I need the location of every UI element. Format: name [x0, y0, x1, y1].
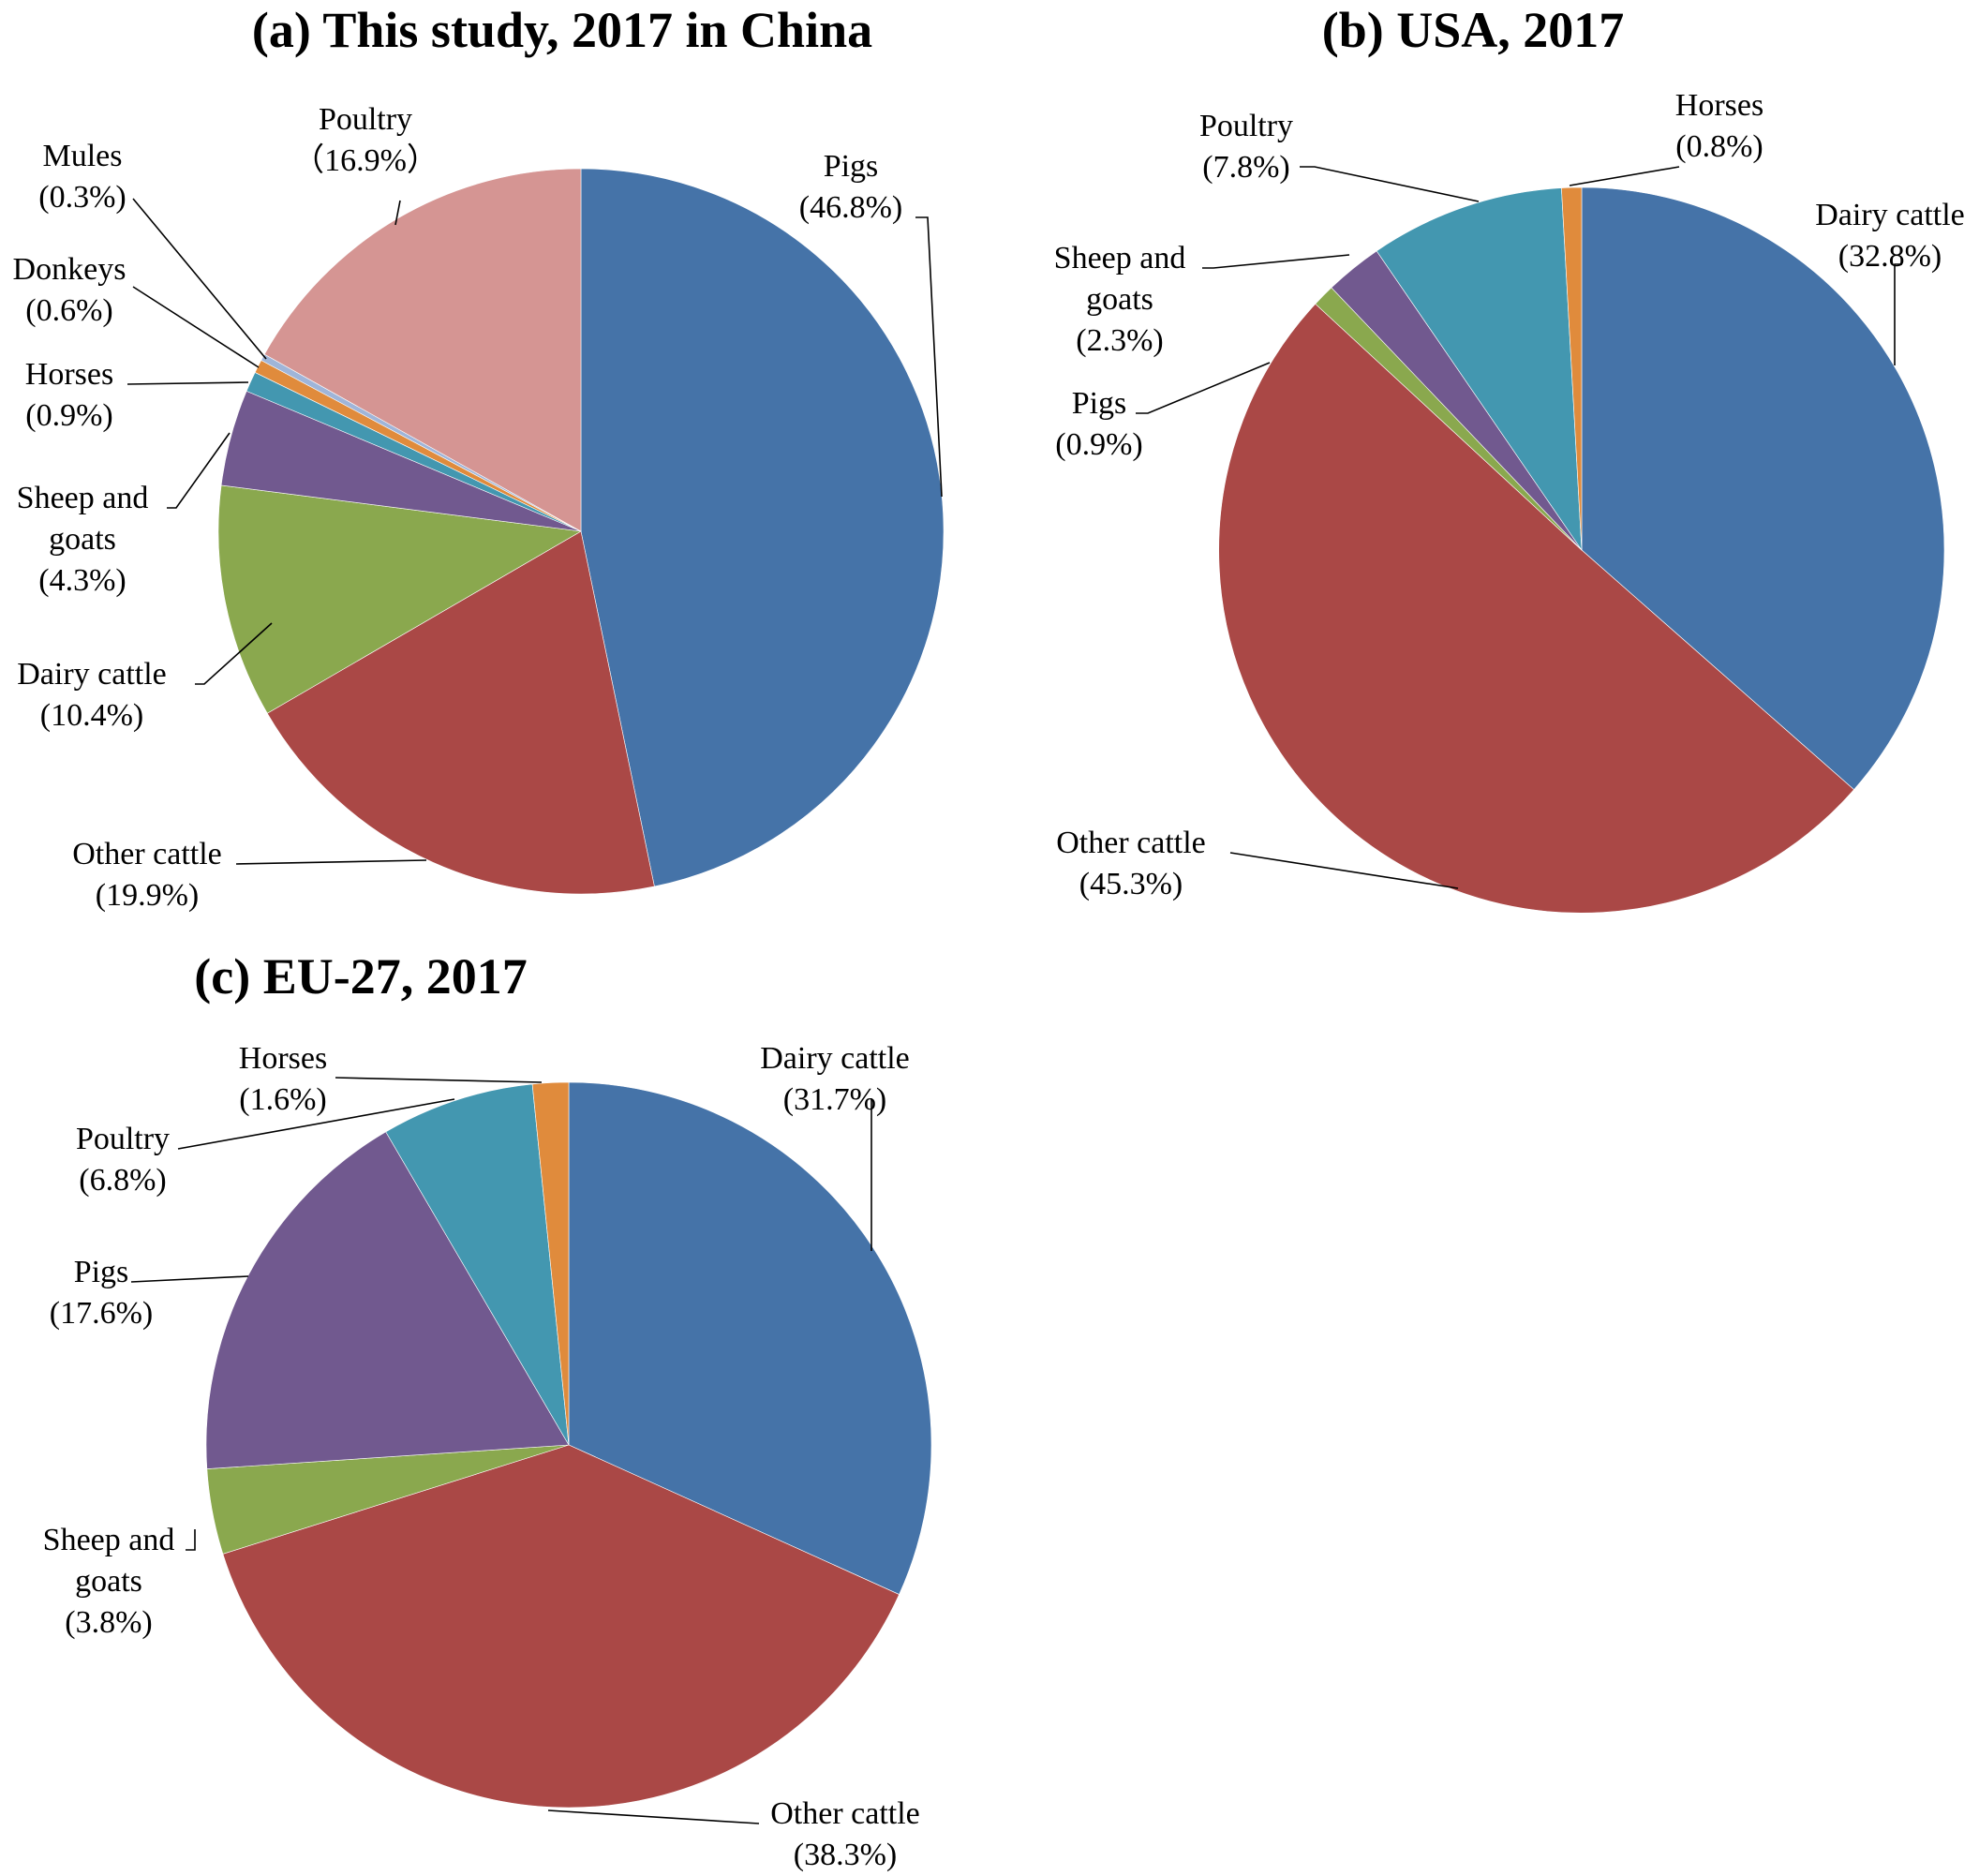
leader-line-b-poultry	[1300, 166, 1480, 202]
pie-slice-a-pigs	[580, 168, 945, 887]
slice-label-a-dairy-cattle: Dairy cattle	[17, 657, 167, 692]
leader-line-a-sheep-and-goats	[167, 432, 231, 509]
slice-value-a-sheep-and-goats: (4.3%)	[38, 563, 126, 598]
leader-line-a-pigs	[915, 216, 943, 498]
pie-slice-b-dairy-cattle	[1581, 186, 1945, 791]
slice-label-c-poultry: Poultry	[76, 1122, 170, 1156]
slice-label-a-sheep-and-goats: Sheep and goats	[17, 481, 149, 557]
leader-line-a-donkeys	[132, 286, 260, 368]
slice-value-b-horses: (0.8%)	[1675, 129, 1763, 164]
pie-slice-b-poultry	[1376, 187, 1583, 552]
chart-title-a: (a) This study, 2017 in China	[252, 2, 872, 58]
pie-slice-a-other-cattle	[266, 530, 655, 895]
slice-value-c-pigs: (17.6%)	[50, 1296, 153, 1331]
slice-label-c-horses: Horses	[239, 1041, 327, 1076]
slice-label-b-dairy-cattle: Dairy cattle	[1815, 198, 1965, 232]
leader-line-a-poultry	[394, 200, 401, 226]
pie-slice-b-other-cattle	[1218, 303, 1854, 914]
slice-label-b-sheep-and-goats: Sheep and goats	[1054, 241, 1186, 317]
slice-value-a-mules: (0.3%)	[38, 180, 126, 215]
slice-value-c-dairy-cattle: (31.7%)	[783, 1082, 886, 1117]
leader-line-a-horses	[126, 381, 249, 385]
pie-chart-b: (b) USA, 2017 Dairy cattle (32.8%) Other ca…	[1054, 2, 1965, 914]
slice-value-b-poultry: (7.8%)	[1202, 150, 1289, 185]
pie-slice-c-horses	[531, 1081, 570, 1446]
leader-line-c-sheep-and-goats	[186, 1529, 196, 1551]
slice-label-a-mules: Mules	[43, 139, 123, 173]
slice-value-a-pigs: (46.8%)	[799, 190, 902, 225]
slice-label-a-pigs: Pigs	[824, 149, 879, 184]
pie-slice-c-poultry	[385, 1083, 570, 1446]
leader-line-c-horses	[335, 1077, 543, 1083]
leader-line-c-pigs	[130, 1275, 249, 1283]
slice-value-b-sheep-and-goats: (2.3%)	[1076, 323, 1163, 358]
slice-value-b-pigs: (0.9%)	[1055, 427, 1142, 462]
slice-label-c-other-cattle: Other cattle	[770, 1796, 920, 1831]
slice-label-a-poultry: Poultry	[319, 102, 412, 137]
slice-label-b-horses: Horses	[1675, 88, 1763, 123]
slice-value-c-poultry: (6.8%)	[79, 1163, 166, 1198]
slice-value-a-horses: (0.9%)	[25, 398, 112, 433]
slice-value-a-poultry: （16.9%）	[292, 142, 439, 178]
leader-line-b-horses	[1569, 166, 1680, 186]
leader-line-c-poultry	[177, 1098, 455, 1150]
leader-line-a-mules	[132, 198, 267, 360]
slice-value-a-other-cattle: (19.9%)	[96, 878, 199, 913]
slice-label-b-pigs: Pigs	[1072, 386, 1127, 421]
pie-slice-c-pigs	[205, 1131, 570, 1469]
slice-label-b-other-cattle: Other cattle	[1056, 826, 1206, 860]
pie-slice-a-poultry	[263, 168, 582, 532]
slice-label-c-pigs: Pigs	[74, 1255, 129, 1289]
slice-value-a-dairy-cattle: (10.4%)	[40, 698, 143, 733]
slice-label-b-poultry: Poultry	[1199, 109, 1293, 143]
pie-slice-c-dairy-cattle	[568, 1081, 932, 1595]
chart-title-c: (c) EU-27, 2017	[194, 948, 527, 1005]
leader-line-b-dairy-cattle	[1894, 263, 1902, 365]
slice-label-a-donkeys: Donkeys	[13, 252, 126, 287]
leader-line-a-dairy-cattle	[195, 622, 273, 685]
pie-chart-c: (c) EU-27, 2017 Dairy cattle (31.7%) Other …	[43, 948, 932, 1872]
slice-value-c-horses: (1.6%)	[239, 1082, 326, 1117]
pie-slice-c-other-cattle	[222, 1444, 900, 1809]
slice-label-a-horses: Horses	[25, 357, 113, 392]
slice-label-c-dairy-cattle: Dairy cattle	[760, 1041, 910, 1076]
chart-title-b: (b) USA, 2017	[1322, 2, 1625, 58]
slice-value-b-dairy-cattle: (32.8%)	[1838, 239, 1942, 274]
slice-value-a-donkeys: (0.6%)	[25, 293, 112, 328]
leader-line-b-sheep-and-goats	[1202, 254, 1350, 269]
leader-line-b-other-cattle	[1229, 852, 1459, 889]
leader-line-b-pigs	[1136, 362, 1271, 414]
leader-line-c-other-cattle	[547, 1809, 760, 1824]
slice-value-c-sheep-and-goats: (3.8%)	[65, 1605, 152, 1640]
leader-line-a-other-cattle	[235, 859, 427, 865]
slice-value-c-other-cattle: (38.3%)	[794, 1838, 897, 1872]
slice-label-a-other-cattle: Other cattle	[72, 837, 222, 871]
slice-value-b-other-cattle: (45.3%)	[1079, 867, 1183, 901]
pie-slice-b-horses	[1561, 186, 1583, 551]
pie-chart-a: (a) This study, 2017 in China Pigs (46.8%)…	[13, 2, 945, 913]
pie-slice-a-dairy-cattle	[217, 484, 582, 714]
slice-label-c-sheep-and-goats: Sheep and goats	[43, 1523, 175, 1599]
